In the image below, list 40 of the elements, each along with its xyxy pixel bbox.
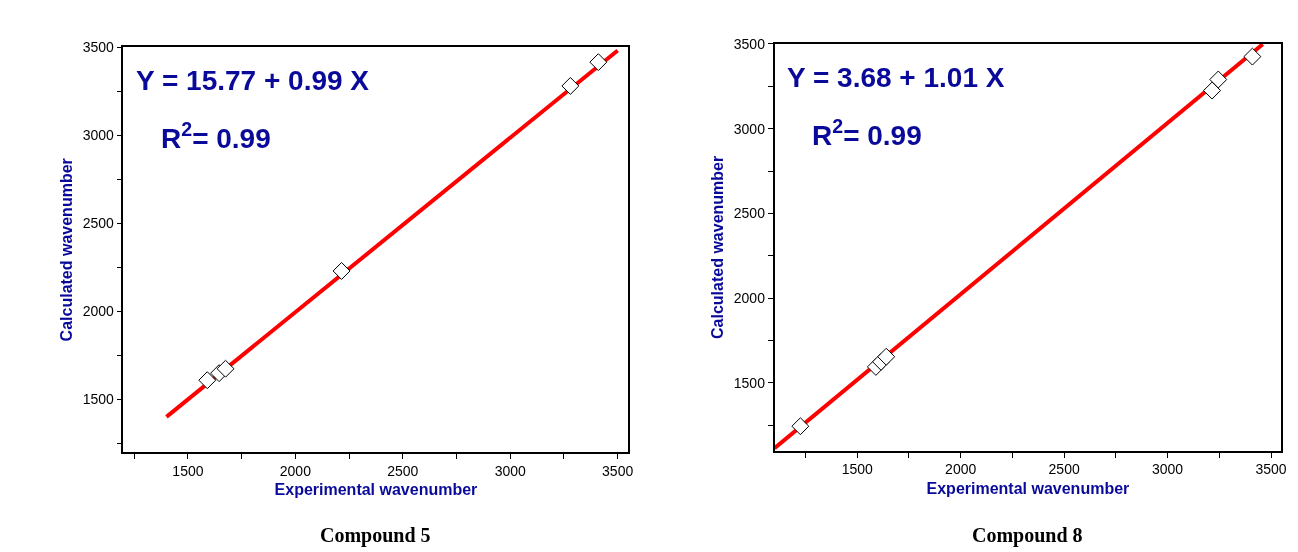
point [1209,70,1228,89]
x-tick-label: 3500 [602,463,634,479]
text: Compound 8 [972,524,1083,547]
point [1203,81,1222,100]
point [216,359,235,378]
y-tick-label: 3500 [82,39,115,56]
y-tick-label: 2000 [733,290,766,307]
x-tick-label: 2500 [387,463,419,479]
text: Compound 5 [320,524,431,547]
x-tick-label: 1500 [172,463,204,479]
y-tick-label: 1500 [733,374,766,391]
point [589,53,608,72]
y-tick-label: 3500 [733,35,766,52]
x-axis-title: Experimental wavenumber [274,481,478,499]
point [561,76,580,95]
annotation: Y = 3.68 + 1.01 X [787,62,1005,93]
point [877,347,896,366]
x-tick-label: 2000 [945,461,977,478]
point [791,417,810,436]
x-tick-label: 3000 [494,463,526,479]
y-axis-title: Calculated wavenumber [58,158,76,342]
y-tick-label: 2500 [733,205,766,222]
x-tick-label: 3000 [1152,461,1184,478]
point [198,371,217,390]
point [332,262,351,280]
y-tick-label: 3000 [82,127,115,144]
annotation: R$^{2}$= 0.99 [812,115,922,151]
point [1243,47,1262,66]
x-axis-title: Experimental wavenumber [926,479,1130,497]
y-tick-label: 3000 [733,120,766,137]
annotation: Y = 15.77 + 0.99 X [136,65,370,96]
x-tick-label: 3500 [1255,461,1287,478]
y-tick-label: 2000 [82,303,115,320]
x-tick-label: 2500 [1048,461,1080,478]
annotation: R$^{2}$= 0.99 [161,118,271,154]
y-tick-label: 1500 [82,391,115,408]
x-tick-label: 1500 [841,461,874,478]
y-axis-title: Calculated wavenumber [709,155,727,339]
x-tick-label: 2000 [279,463,312,479]
y-tick-label: 2500 [82,215,115,232]
